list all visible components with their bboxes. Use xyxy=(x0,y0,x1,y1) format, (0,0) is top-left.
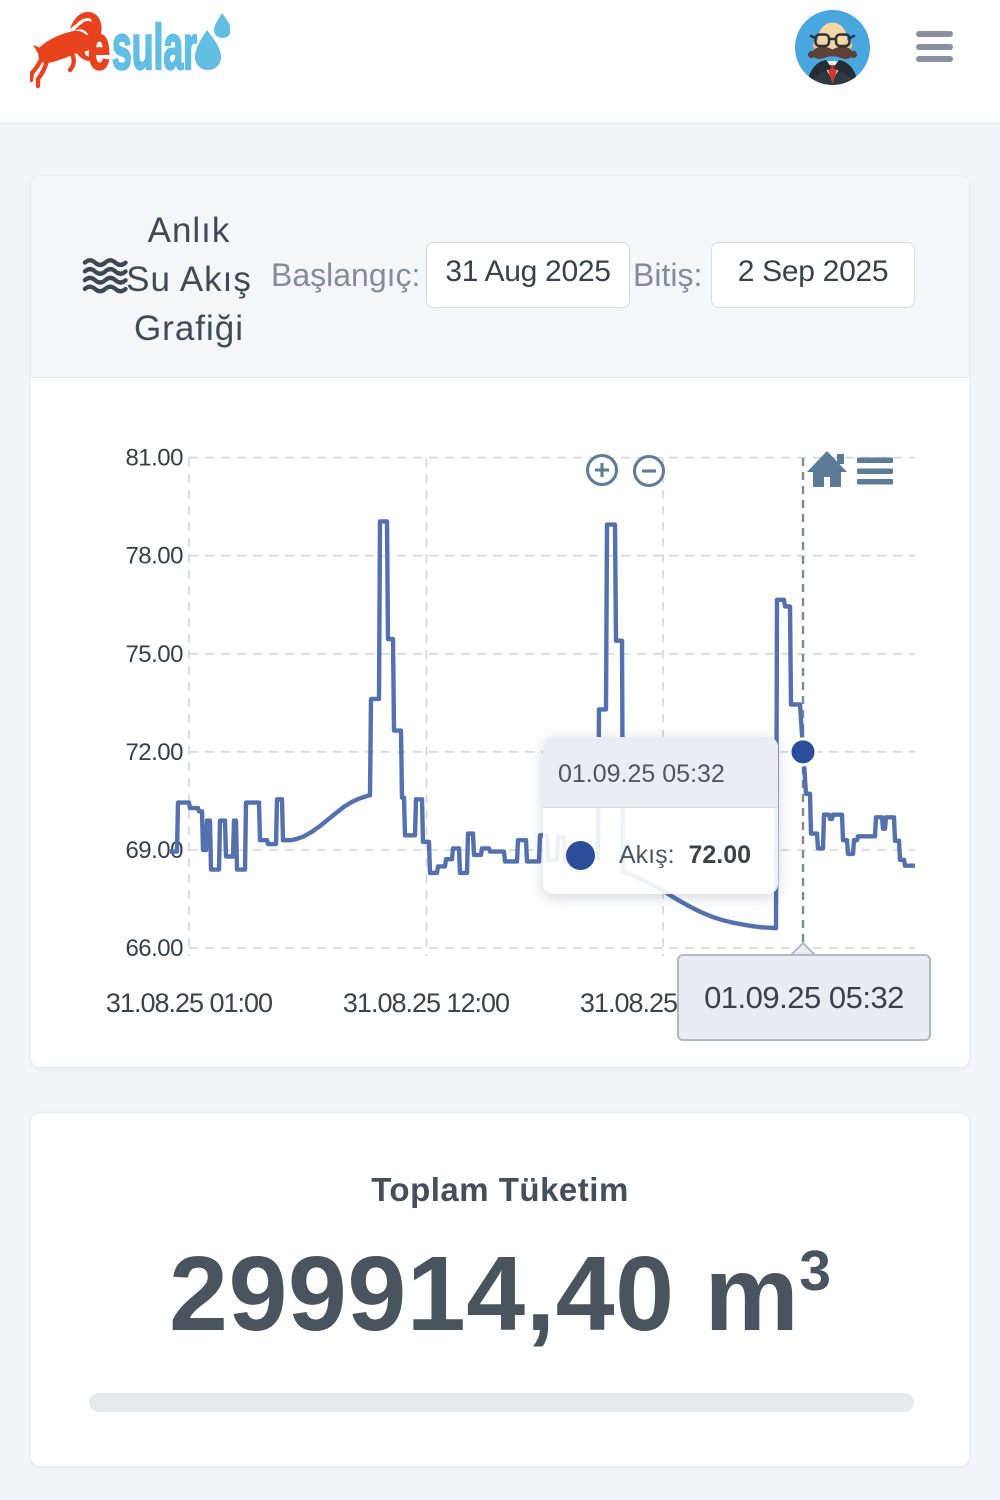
svg-text:sular: sular xyxy=(112,13,197,83)
svg-text:31.08.25 01:00: 31.08.25 01:00 xyxy=(106,988,272,1018)
svg-text:31.08.25 12:00: 31.08.25 12:00 xyxy=(343,988,509,1018)
svg-text:66.00: 66.00 xyxy=(125,935,183,962)
svg-text:72.00: 72.00 xyxy=(125,739,183,766)
svg-text:e: e xyxy=(88,13,110,83)
svg-text:75.00: 75.00 xyxy=(125,641,183,668)
svg-text:81.00: 81.00 xyxy=(125,445,183,472)
svg-text:78.00: 78.00 xyxy=(125,543,183,570)
